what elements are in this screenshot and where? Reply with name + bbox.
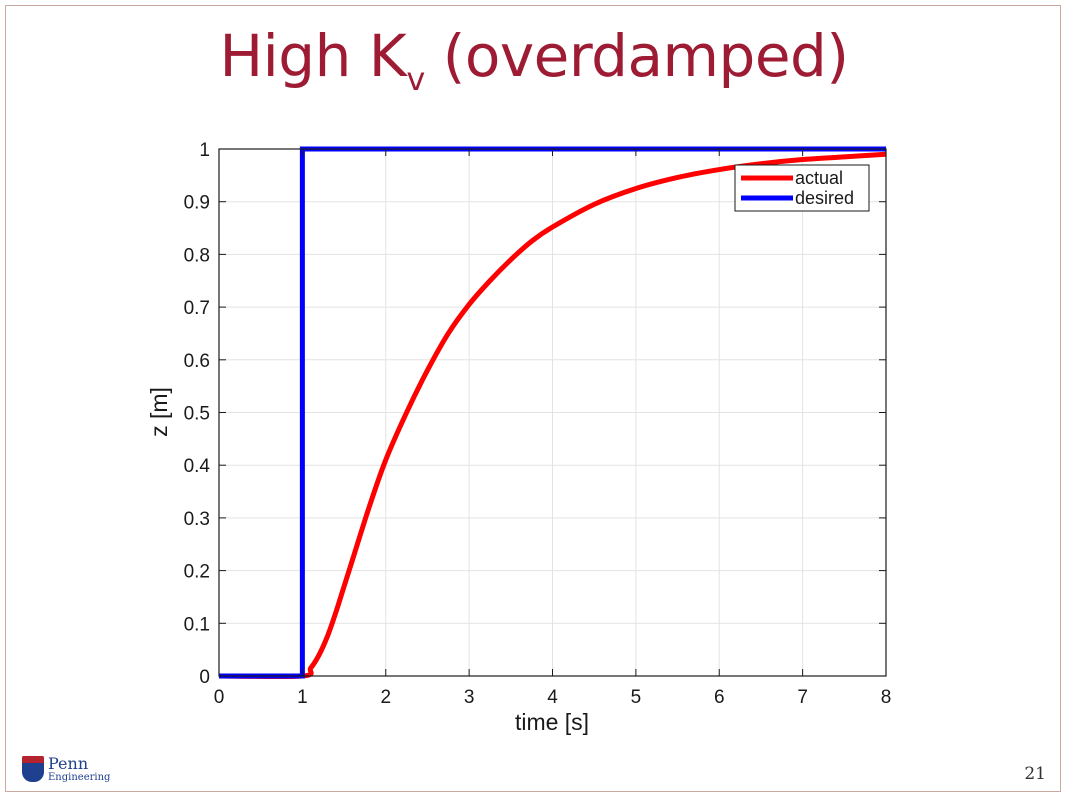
x-tick-label: 2 [380,687,391,708]
x-tick-label: 1 [297,687,308,708]
y-tick-label: 0 [199,667,210,688]
penn-shield-icon [22,756,44,782]
y-tick-label: 0.1 [184,614,210,635]
penn-logo: Penn Engineering [20,752,110,788]
page-number: 21 [1024,764,1046,784]
ticks: 0 1 2 3 4 5 6 7 8 0 0.1 0.2 0.3 0.4 0.5 0.6 0.7 0.8 0.9 1 [184,140,892,708]
x-tick-label: 0 [214,687,225,708]
legend-box [734,164,870,212]
y-tick-label: 0.2 [184,562,210,583]
x-tick-label: 8 [881,687,892,708]
x-tick-label: 3 [464,687,475,708]
x-axis-label: time [s] [515,709,589,735]
slide-title: High Kv (overdamped) [0,22,1068,98]
legend-label-desired: desired [795,188,854,208]
x-tick-label: 7 [797,687,808,708]
x-tick-label: 4 [547,687,558,708]
title-subscript: v [406,60,425,98]
y-tick-label: 0.8 [184,245,210,266]
y-tick-label: 0.7 [184,298,210,319]
y-tick-label: 0.9 [184,193,210,214]
grid [219,149,886,676]
series-line-actual [218,151,887,680]
y-tick-label: 0.5 [184,404,210,425]
logo-penn-text: Penn [48,754,89,773]
title-rest: (overdamped) [424,22,849,90]
y-tick-label: 1 [199,140,210,161]
y-tick-label: 0.3 [184,509,210,530]
y-axis-label: z [m] [146,387,172,437]
x-tick-label: 6 [714,687,725,708]
legend-label-actual: actual [795,168,843,188]
y-tick-label: 0.6 [184,351,210,372]
title-main: High K [219,22,407,90]
x-tick-label: 5 [631,687,642,708]
logo-engineering-text: Engineering [48,772,111,783]
y-tick-label: 0.4 [184,456,211,477]
